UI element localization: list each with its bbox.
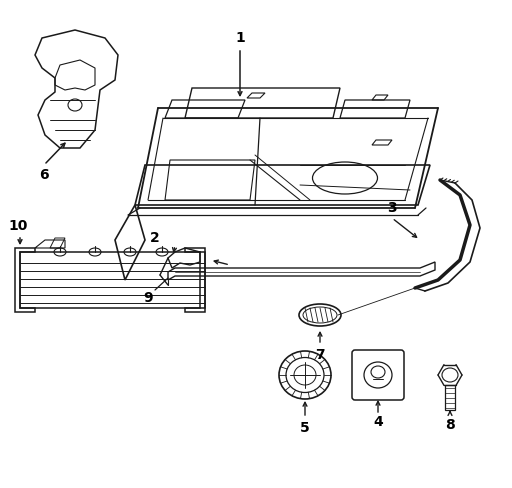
Text: 5: 5 xyxy=(300,421,310,435)
Text: 10: 10 xyxy=(8,219,28,233)
Text: 1: 1 xyxy=(235,31,245,45)
Bar xyxy=(20,252,205,308)
Text: 9: 9 xyxy=(143,291,153,305)
Text: 8: 8 xyxy=(445,418,455,432)
Text: 4: 4 xyxy=(373,415,383,429)
Text: 3: 3 xyxy=(387,201,397,215)
Text: 2: 2 xyxy=(150,231,160,245)
Text: 6: 6 xyxy=(39,168,49,182)
Text: 7: 7 xyxy=(315,348,325,362)
